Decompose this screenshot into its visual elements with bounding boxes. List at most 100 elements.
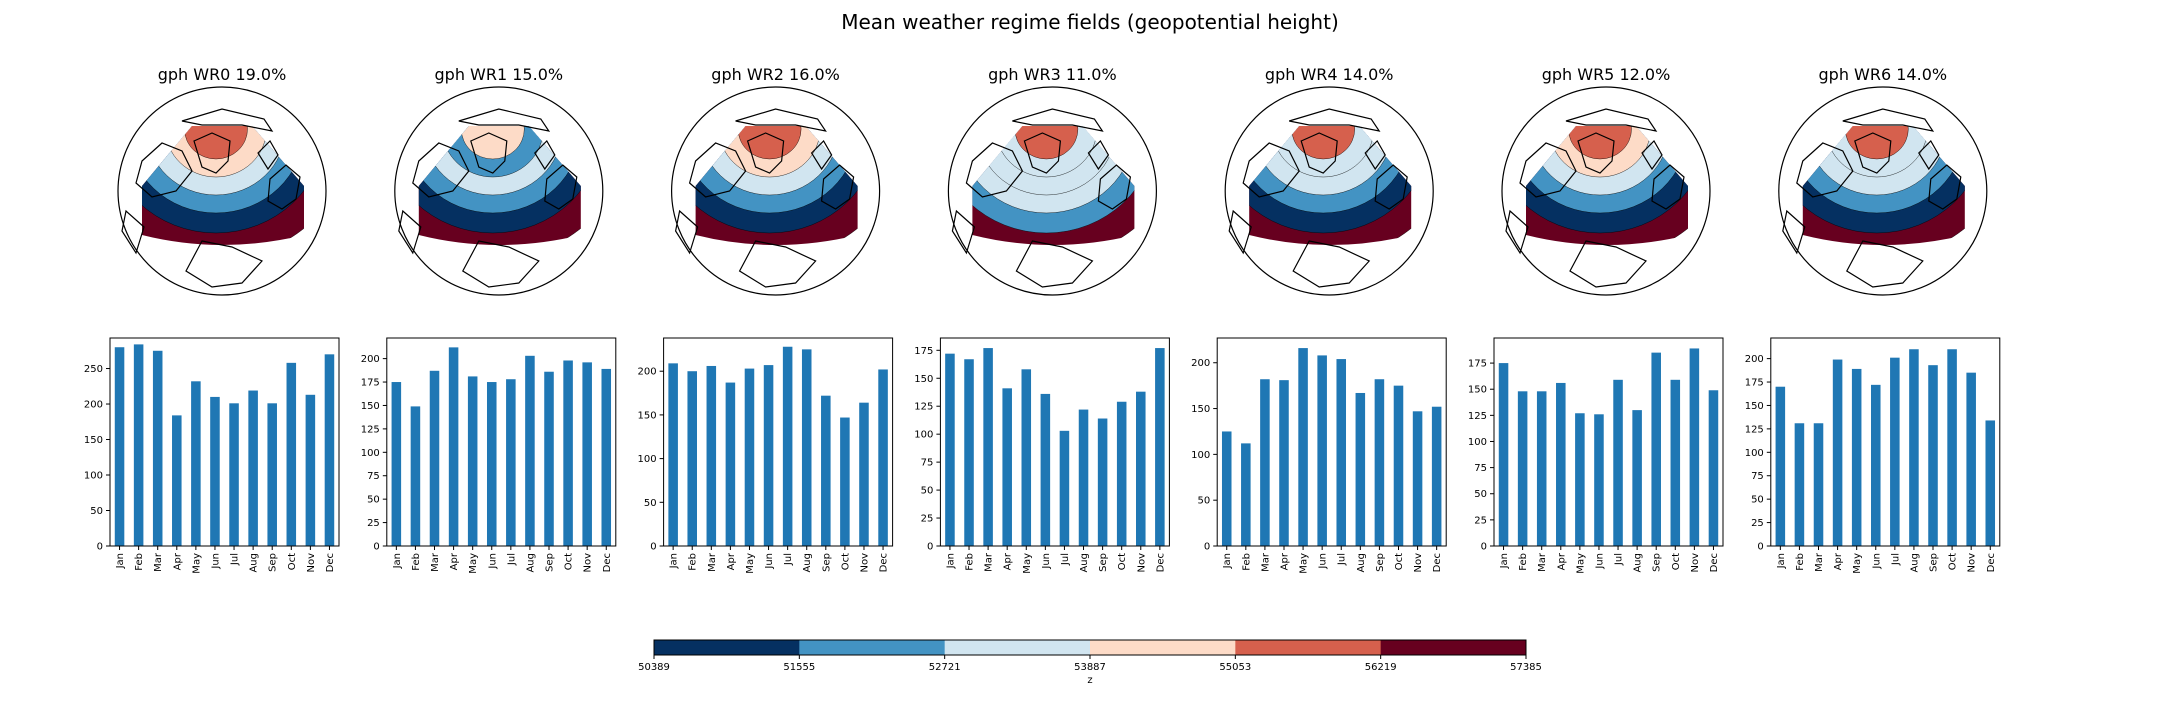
x-tick-label: Oct xyxy=(1394,553,1405,570)
x-tick-label: Dec xyxy=(879,553,890,572)
x-tick-label: Sep xyxy=(268,553,279,572)
x-tick-label: May xyxy=(1299,553,1310,574)
colorbar-segment xyxy=(1380,640,1527,655)
bar xyxy=(964,359,974,546)
y-tick-label: 25 xyxy=(921,514,934,525)
bar xyxy=(1928,365,1938,546)
regime-map-1: gph WR1 15.0% xyxy=(394,65,604,296)
bar xyxy=(1708,390,1719,546)
x-tick-label: Mar xyxy=(430,552,441,572)
bar xyxy=(859,402,869,546)
x-tick-label: Mar xyxy=(153,552,164,572)
y-tick-label: 150 xyxy=(84,435,103,446)
regime-map-4: gph WR4 14.0% xyxy=(1224,65,1434,296)
y-tick-label: 125 xyxy=(361,424,380,435)
colorbar-tick-label: 52721 xyxy=(929,662,961,673)
x-tick-label: Feb xyxy=(965,553,976,571)
x-tick-label: Jul xyxy=(783,553,794,566)
bar xyxy=(1298,348,1308,546)
x-tick-label: Apr xyxy=(726,552,737,570)
bar xyxy=(506,379,516,546)
y-tick-label: 100 xyxy=(1468,437,1487,448)
y-tick-label: 25 xyxy=(367,518,380,529)
x-tick-label: Jan xyxy=(115,553,126,569)
x-tick-label: Jun xyxy=(1041,553,1052,570)
bar xyxy=(1059,430,1070,546)
x-tick-label: Jun xyxy=(1594,553,1605,570)
colorbar-segment xyxy=(1090,640,1236,655)
bar-chart-2: Jan Feb Mar Apr May Jun Jul Aug Sep Oct Nov Dec 0 50 1… xyxy=(638,337,894,574)
x-tick-label: Jul xyxy=(1060,553,1071,566)
colorbar-tick-label: 56219 xyxy=(1365,662,1397,673)
y-tick-label: 0 xyxy=(1204,542,1210,553)
y-tick-label: 0 xyxy=(373,542,379,553)
x-tick-label: Apr xyxy=(1279,552,1290,570)
bar xyxy=(1985,420,1996,546)
bar xyxy=(668,363,678,546)
y-tick-label: 175 xyxy=(1745,378,1764,389)
globe-outline xyxy=(117,86,327,296)
bar xyxy=(1078,409,1089,546)
field-contours xyxy=(1802,126,1965,245)
y-tick-label: 200 xyxy=(1745,354,1764,365)
regime-map-3: gph WR3 11.0% xyxy=(947,65,1158,296)
axes-frame xyxy=(663,337,894,547)
bar xyxy=(229,403,239,546)
x-tick-label: Mar xyxy=(1537,552,1548,572)
bar xyxy=(172,415,182,546)
x-tick-label: Mar xyxy=(1814,552,1825,572)
x-tick-label: Apr xyxy=(1556,552,1567,570)
bar xyxy=(544,371,554,546)
bar xyxy=(1097,418,1108,546)
bar xyxy=(763,365,774,546)
bar xyxy=(1536,391,1547,546)
field-contours xyxy=(1526,126,1688,245)
bar xyxy=(1279,380,1289,546)
x-tick-label: Jan xyxy=(1499,553,1510,569)
y-tick-label: 0 xyxy=(97,542,103,553)
y-tick-label: 100 xyxy=(914,430,933,441)
colorbar-tick-label: 50389 xyxy=(638,662,670,673)
bar-chart-6: Jan Feb Mar Apr May Jun Jul Aug Sep Oct Nov Dec 0 25 5… xyxy=(1745,337,2001,574)
field-contours xyxy=(418,126,581,245)
map-title: gph WR5 12.0% xyxy=(1542,65,1671,84)
x-tick-label: Sep xyxy=(1652,553,1663,572)
bar xyxy=(687,371,697,546)
map-title: gph WR6 14.0% xyxy=(1819,65,1948,84)
bar xyxy=(267,403,277,546)
bar xyxy=(1221,431,1232,546)
bar-chart-5: Jan Feb Mar Apr May Jun Jul Aug Sep Oct Nov Dec 0 25 5… xyxy=(1468,337,1724,574)
x-tick-label: Sep xyxy=(821,553,832,572)
x-tick-label: Aug xyxy=(802,553,813,573)
x-tick-label: Oct xyxy=(1948,553,1959,570)
x-tick-label: Aug xyxy=(249,553,260,573)
x-tick-label: Jun xyxy=(1318,553,1329,570)
x-tick-label: Jun xyxy=(210,553,221,570)
bar xyxy=(448,347,459,546)
bar xyxy=(1021,369,1032,546)
y-tick-label: 50 xyxy=(921,486,934,497)
field-contours xyxy=(1249,126,1412,245)
globe-outline xyxy=(1501,86,1711,296)
bar xyxy=(1890,357,1900,546)
map-title: gph WR4 14.0% xyxy=(1265,65,1394,84)
bar xyxy=(782,346,793,546)
field-contours xyxy=(972,126,1135,245)
x-tick-label: Nov xyxy=(1136,553,1147,573)
x-tick-label: Aug xyxy=(1079,553,1090,573)
axes-frame xyxy=(109,337,340,547)
regime-map-5: gph WR5 12.0% xyxy=(1501,65,1711,296)
field-contours xyxy=(695,126,858,245)
bar xyxy=(1670,379,1681,546)
x-tick-label: Sep xyxy=(1929,553,1940,572)
x-tick-label: Nov xyxy=(1690,553,1701,573)
x-tick-label: Jul xyxy=(1890,553,1901,566)
axes-frame xyxy=(1770,337,2001,547)
bar xyxy=(525,355,535,546)
x-tick-label: Feb xyxy=(1795,553,1806,571)
colorbar-tick-label: 51555 xyxy=(783,662,815,673)
bar xyxy=(248,390,258,546)
bar xyxy=(1594,414,1604,546)
x-tick-label: Jan xyxy=(669,553,680,569)
